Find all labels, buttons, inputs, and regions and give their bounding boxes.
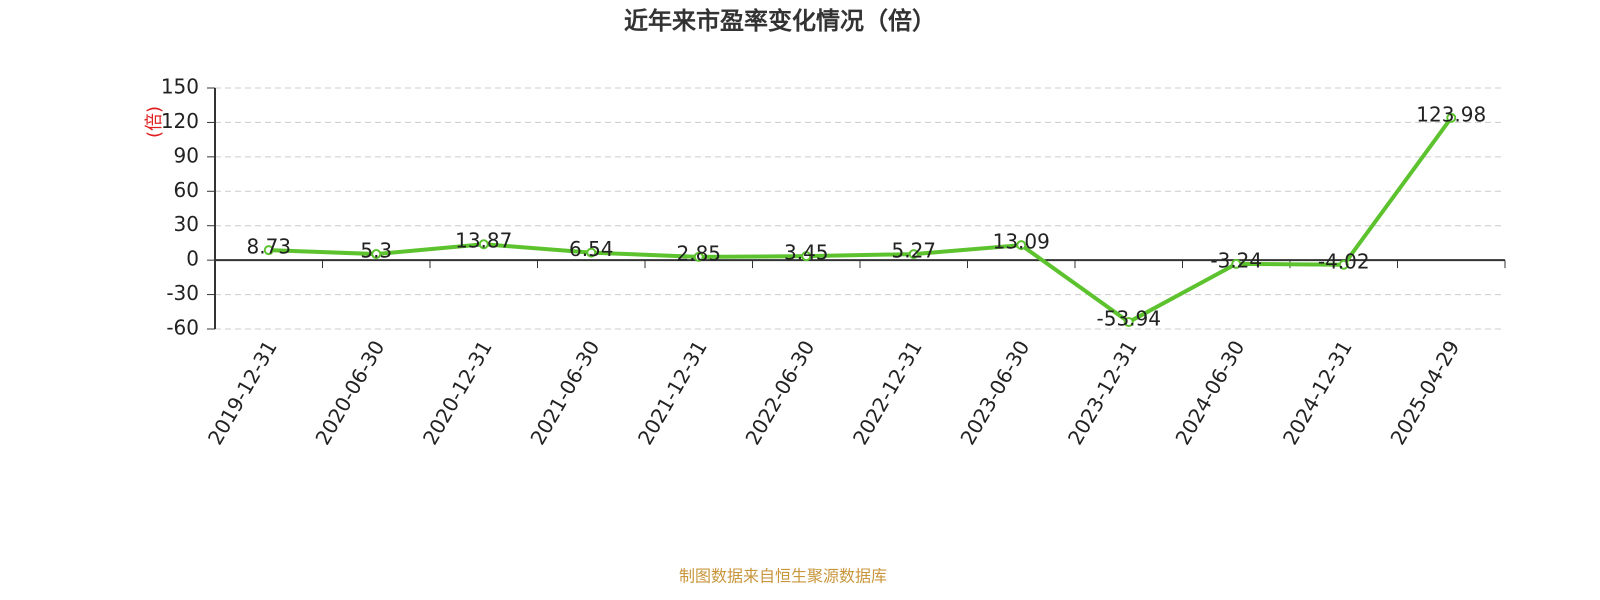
- x-tick-label: 2021-12-31: [633, 336, 712, 449]
- data-point: [586, 247, 597, 258]
- data-label: 13.09: [993, 230, 1050, 254]
- data-point: [1231, 258, 1242, 269]
- data-label: 3.45: [784, 241, 829, 265]
- x-tick-label: 2020-06-30: [310, 336, 389, 449]
- y-tick-label: -60: [166, 316, 199, 340]
- y-tick-label: -30: [166, 281, 199, 305]
- data-point: [908, 249, 919, 260]
- x-tick-label: 2019-12-31: [203, 336, 282, 449]
- y-tick-label: 90: [174, 143, 199, 167]
- data-label: -4.02: [1318, 249, 1370, 273]
- y-tick-label: 60: [174, 178, 199, 202]
- data-label: 5.3: [360, 239, 392, 263]
- y-axis-label: (倍): [144, 106, 165, 138]
- data-point: [1016, 240, 1027, 251]
- x-tick-label: 2023-12-31: [1063, 336, 1142, 449]
- y-tick-label: 150: [161, 75, 199, 99]
- data-label: 123.98: [1416, 102, 1486, 126]
- data-point: [371, 249, 382, 260]
- y-tick-label: 0: [186, 247, 199, 271]
- data-label: 6.54: [569, 237, 614, 261]
- data-label: 13.87: [455, 229, 512, 253]
- data-point: [478, 239, 489, 250]
- x-tick-label: 2022-06-30: [740, 336, 819, 449]
- x-tick-label: 2024-12-31: [1278, 336, 1357, 449]
- x-tick-label: 2023-06-30: [955, 336, 1034, 449]
- x-tick-label: 2020-12-31: [418, 336, 497, 449]
- x-tick-label: 2025-04-29: [1385, 336, 1464, 449]
- data-label: -53.94: [1097, 307, 1161, 331]
- y-tick-label: 30: [174, 212, 199, 236]
- data-point: [1123, 317, 1134, 328]
- data-label: 8.73: [246, 235, 291, 259]
- y-tick-label: 120: [161, 109, 199, 133]
- data-point: [693, 251, 704, 262]
- source-note: 制图数据来自恒生聚源数据库: [679, 567, 887, 586]
- data-label: 5.27: [891, 239, 936, 263]
- data-point: [1338, 259, 1349, 270]
- data-point: [801, 251, 812, 262]
- x-tick-label: 2021-06-30: [525, 336, 604, 449]
- x-tick-label: 2022-12-31: [848, 336, 927, 449]
- data-point: [1446, 112, 1457, 123]
- data-line: [268, 116, 1453, 325]
- x-tick-label: 2024-06-30: [1170, 336, 1249, 449]
- data-label: -3.24: [1210, 248, 1262, 272]
- chart-title: 近年来市盈率变化情况（倍）: [624, 7, 936, 35]
- data-point: [263, 245, 274, 256]
- data-label: 2.85: [676, 241, 721, 265]
